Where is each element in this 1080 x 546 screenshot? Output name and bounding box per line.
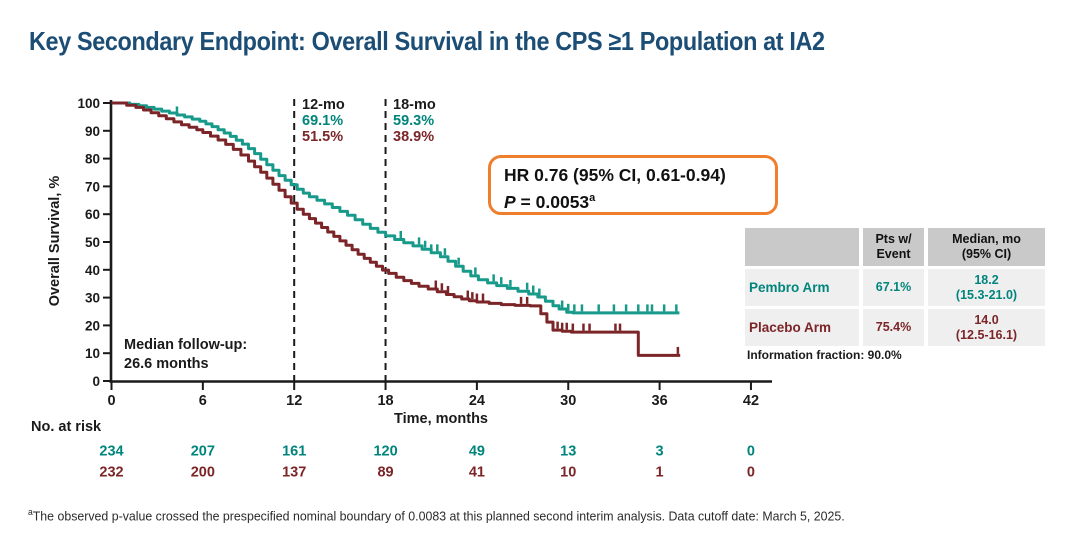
y-tick-label: 30	[85, 291, 100, 306]
number-at-risk-label: No. at risk	[31, 419, 102, 435]
pembro-median-value: 18.2	[974, 272, 999, 287]
stats-header-blank	[745, 228, 859, 266]
median-followup-note: Median follow-up: 26.6 months	[124, 336, 247, 374]
annotation-18-month-label: 18-mo	[393, 97, 436, 113]
x-tick-label: 6	[199, 393, 207, 409]
y-tick-label: 90	[85, 124, 100, 139]
survival-curve-placebo-arm	[111, 101, 681, 357]
x-tick-label: 18	[377, 393, 393, 409]
p-value: = 0.0053	[515, 191, 590, 212]
y-tick-label: 10	[85, 346, 100, 361]
annotation-18-month-pembro-rate: 59.3%	[393, 113, 435, 129]
y-tick-label: 20	[85, 318, 100, 333]
risk-count-placebo-arm: 0	[747, 465, 755, 481]
stats-header-median: Median, mo (95% CI)	[928, 228, 1045, 266]
placebo-median-value: 14.0	[974, 312, 999, 327]
y-tick-label: 40	[85, 263, 100, 278]
y-tick-label: 50	[85, 235, 100, 250]
risk-count-placebo-arm: 1	[656, 465, 664, 481]
annotation-18-month-placebo-rate: 38.9%	[393, 129, 435, 145]
risk-count-pembro-arm: 207	[191, 444, 215, 460]
page-title: Key Secondary Endpoint: Overall Survival…	[29, 26, 825, 56]
median-followup-line2: 26.6 months	[124, 356, 209, 372]
risk-count-pembro-arm: 49	[469, 444, 485, 460]
annotation-18-month: 18-mo 59.3% 38.9%	[393, 97, 436, 145]
risk-count-placebo-arm: 41	[469, 465, 485, 481]
risk-count-pembro-arm: 234	[99, 444, 123, 460]
footnote-marker: a	[28, 507, 33, 517]
y-tick-label: 80	[85, 152, 100, 167]
summary-stats-table: Pts w/ Event Median, mo (95% CI) Pembro …	[745, 228, 1049, 346]
y-axis-title: Overall Survival, %	[47, 175, 63, 307]
risk-count-placebo-arm: 232	[99, 465, 123, 481]
x-tick-label: 0	[107, 393, 115, 409]
p-label: P	[504, 191, 516, 212]
x-tick-label: 42	[743, 393, 759, 409]
risk-count-placebo-arm: 137	[282, 465, 306, 481]
hazard-ratio-text: HR 0.76 (95% CI, 0.61-0.94)	[504, 165, 726, 185]
x-axis-title: Time, months	[394, 411, 488, 427]
x-tick-label: 12	[286, 393, 302, 409]
risk-count-pembro-arm: 3	[656, 444, 664, 460]
stats-row-pembro-median: 18.2 (15.3-21.0)	[928, 269, 1045, 306]
x-tick-label: 36	[652, 393, 668, 409]
risk-count-placebo-arm: 89	[377, 465, 393, 481]
annotation-12-month: 12-mo 69.1% 51.5%	[302, 97, 345, 145]
median-followup-line1: Median follow-up:	[124, 337, 248, 353]
stats-row-pembro-event: 67.1%	[863, 269, 924, 306]
survival-curve-pembro-arm	[111, 101, 680, 315]
annotation-12-month-pembro-rate: 69.1%	[302, 113, 344, 129]
stats-row-placebo-arm: Placebo Arm	[745, 309, 859, 346]
p-value-text: P = 0.0053a	[504, 187, 775, 214]
risk-count-pembro-arm: 120	[373, 444, 397, 460]
p-footnote-marker: a	[589, 192, 596, 204]
y-tick-label: 60	[85, 207, 100, 222]
pembro-median-ci: (15.3-21.0)	[955, 287, 1018, 302]
x-tick-label: 30	[560, 393, 576, 409]
y-tick-label: 70	[85, 179, 100, 194]
risk-count-pembro-arm: 0	[747, 444, 755, 460]
stats-header-events: Pts w/ Event	[863, 228, 924, 266]
risk-count-placebo-arm: 200	[191, 465, 215, 481]
stats-row-placebo-event: 75.4%	[863, 309, 924, 346]
risk-count-placebo-arm: 10	[560, 465, 576, 481]
y-tick-label: 0	[92, 374, 100, 389]
y-tick-label: 100	[77, 96, 100, 111]
hazard-ratio-callout: HR 0.76 (95% CI, 0.61-0.94) P = 0.0053a	[488, 155, 778, 215]
stats-row-pembro-arm: Pembro Arm	[745, 269, 859, 306]
risk-count-pembro-arm: 161	[282, 444, 306, 460]
information-fraction-note: Information fraction: 90.0%	[747, 348, 902, 362]
annotation-12-month-label: 12-mo	[302, 97, 345, 113]
x-tick-label: 24	[469, 393, 485, 409]
risk-count-pembro-arm: 13	[560, 444, 576, 460]
placebo-median-ci: (12.5-16.1)	[955, 327, 1018, 342]
footnote: aThe observed p-value crossed the prespe…	[28, 507, 883, 523]
annotation-12-month-placebo-rate: 51.5%	[302, 129, 344, 145]
footnote-text: The observed p-value crossed the prespec…	[32, 508, 845, 524]
stats-row-placebo-median: 14.0 (12.5-16.1)	[928, 309, 1045, 346]
